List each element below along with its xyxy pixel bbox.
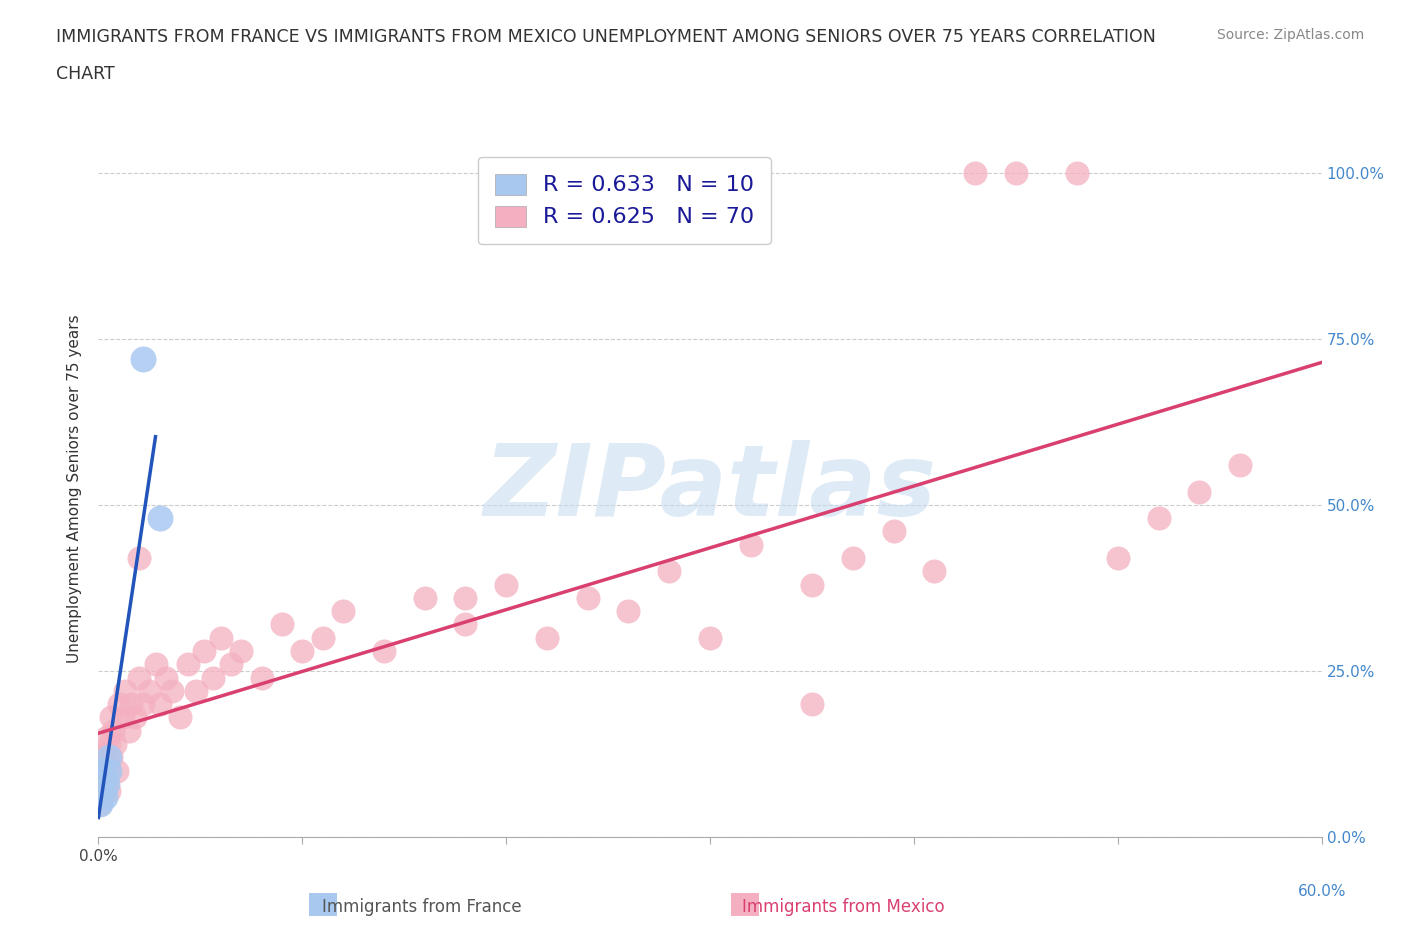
Legend: R = 0.633   N = 10, R = 0.625   N = 70: R = 0.633 N = 10, R = 0.625 N = 70 <box>478 157 770 244</box>
Point <box>1229 458 1251 472</box>
Point <box>454 617 477 631</box>
Point <box>124 710 146 724</box>
Text: 60.0%: 60.0% <box>1298 884 1346 898</box>
Point <box>101 724 124 738</box>
Point <box>801 578 824 592</box>
Text: ZIPatlas: ZIPatlas <box>484 440 936 537</box>
Point <box>100 750 122 764</box>
Point <box>97 750 120 764</box>
Text: Immigrants from France: Immigrants from France <box>322 897 522 916</box>
Point <box>149 511 172 525</box>
Text: CHART: CHART <box>56 65 115 83</box>
Point <box>93 770 115 785</box>
Point <box>193 644 215 658</box>
Point <box>96 756 118 771</box>
Point <box>312 631 335 645</box>
Point <box>177 657 200 671</box>
Point <box>1107 551 1129 565</box>
Point <box>155 671 177 685</box>
Point <box>91 750 114 764</box>
Point <box>160 684 183 698</box>
Point <box>118 724 141 738</box>
Point <box>91 777 114 791</box>
Point <box>617 604 640 618</box>
Point <box>149 697 172 711</box>
Point <box>454 591 477 605</box>
Point <box>114 684 136 698</box>
Text: Immigrants from Mexico: Immigrants from Mexico <box>742 897 945 916</box>
Point <box>97 764 120 778</box>
Point <box>89 764 111 778</box>
Point <box>658 564 681 578</box>
Text: Source: ZipAtlas.com: Source: ZipAtlas.com <box>1216 28 1364 42</box>
Point <box>1147 511 1170 525</box>
Y-axis label: Unemployment Among Seniors over 75 years: Unemployment Among Seniors over 75 years <box>67 314 83 662</box>
Point <box>373 644 395 658</box>
Point <box>120 697 142 711</box>
Point <box>96 777 118 791</box>
Point <box>413 591 436 605</box>
Point <box>169 710 191 724</box>
Point <box>128 551 150 565</box>
Text: IMMIGRANTS FROM FRANCE VS IMMIGRANTS FROM MEXICO UNEMPLOYMENT AMONG SENIORS OVER: IMMIGRANTS FROM FRANCE VS IMMIGRANTS FRO… <box>56 28 1156 46</box>
Point <box>97 764 120 778</box>
Point <box>108 697 131 711</box>
Point <box>201 671 224 685</box>
Point <box>699 631 721 645</box>
Point <box>91 790 114 804</box>
Point <box>89 783 111 798</box>
Point <box>91 783 114 798</box>
Point <box>105 764 128 778</box>
Point <box>104 737 127 751</box>
Point <box>1066 166 1088 180</box>
Point <box>132 697 155 711</box>
Point <box>91 764 114 778</box>
Point <box>186 684 208 698</box>
Point <box>89 796 111 811</box>
Point <box>801 697 824 711</box>
Point <box>209 631 232 645</box>
Point <box>96 730 118 745</box>
Point <box>332 604 354 618</box>
Point <box>965 166 987 180</box>
Point <box>250 671 273 685</box>
Point <box>93 743 115 758</box>
Point <box>1004 166 1026 180</box>
Point <box>97 783 120 798</box>
Point <box>219 657 242 671</box>
Point <box>96 777 118 791</box>
Point <box>128 671 150 685</box>
Point <box>270 617 294 631</box>
Point <box>97 737 120 751</box>
Point <box>138 684 160 698</box>
Point <box>883 524 905 538</box>
Point <box>93 783 115 798</box>
Point <box>145 657 167 671</box>
Point <box>231 644 253 658</box>
Point <box>1188 485 1211 499</box>
Point <box>291 644 314 658</box>
Point <box>536 631 558 645</box>
Point <box>89 796 111 811</box>
Point <box>111 710 134 724</box>
Point <box>922 564 945 578</box>
Point <box>100 710 122 724</box>
Point <box>93 790 115 804</box>
Point <box>132 352 155 366</box>
Point <box>495 578 517 592</box>
Point <box>576 591 599 605</box>
Point <box>93 770 115 785</box>
Point <box>740 538 762 552</box>
Point <box>841 551 863 565</box>
